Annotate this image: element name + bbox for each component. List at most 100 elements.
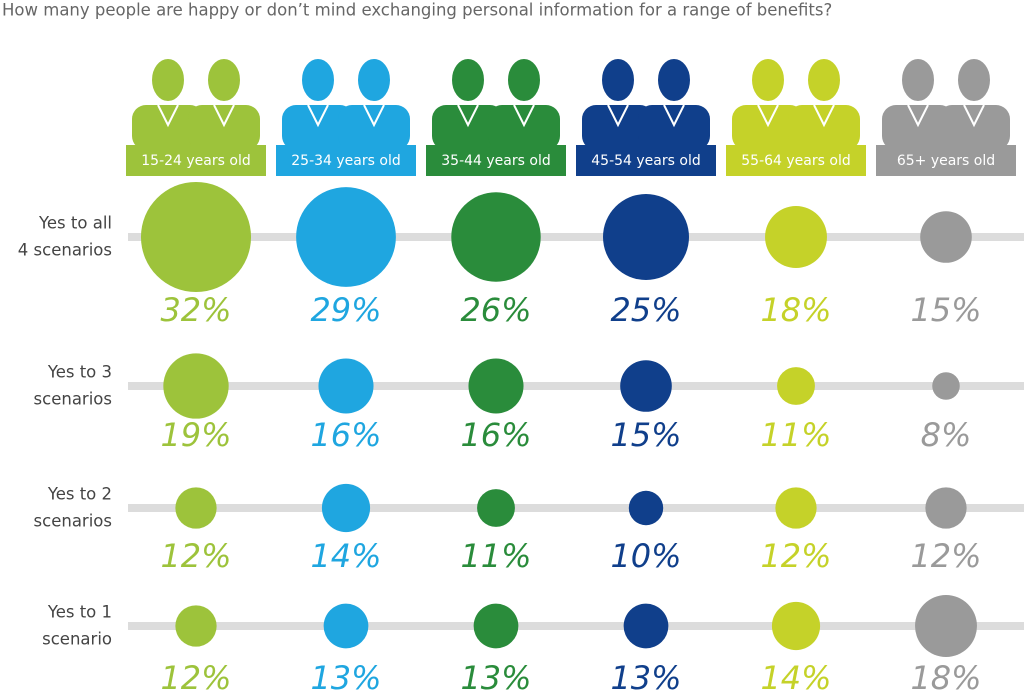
bubble (175, 487, 217, 529)
age-group-header: 15-24 years old (126, 57, 266, 176)
figure-head (806, 57, 842, 103)
header-bar (276, 145, 416, 176)
figure-body (732, 105, 804, 150)
bubble (775, 487, 817, 529)
figure-head (750, 57, 786, 103)
value-label: 12% (910, 537, 981, 575)
figure-body (432, 105, 504, 150)
value-label: 25% (610, 291, 681, 329)
legend-label: 25-34 years old (291, 153, 400, 169)
value-label: 26% (460, 291, 531, 329)
bubble (451, 192, 541, 282)
bubble (163, 353, 229, 419)
value-label: 14% (760, 659, 831, 696)
value-label: 12% (160, 537, 231, 575)
row-label: Yes to 2 (47, 485, 112, 504)
bubble (932, 372, 960, 400)
row-label: 4 scenarios (18, 241, 112, 260)
value-label: 18% (910, 659, 981, 696)
row-label: scenarios (34, 390, 112, 409)
figure-collar (457, 104, 479, 128)
value-label: 10% (610, 537, 681, 575)
figure-collar (213, 104, 235, 128)
figure-head (300, 57, 336, 103)
legend-label: 45-54 years old (591, 153, 700, 169)
value-label: 12% (760, 537, 831, 575)
header-bar (126, 145, 266, 176)
figure-body (938, 105, 1010, 150)
age-group-header: 45-54 years old (576, 57, 716, 176)
value-label: 12% (160, 659, 231, 696)
figure-head (150, 57, 186, 103)
header-bar (576, 145, 716, 176)
bubble (765, 206, 827, 268)
legend-label: 55-64 years old (741, 153, 850, 169)
value-label: 16% (310, 416, 381, 454)
value-label: 16% (460, 416, 531, 454)
legend-label: 65+ years old (897, 153, 995, 169)
figure-body (638, 105, 710, 150)
figure-collar (813, 104, 835, 128)
figure-head (450, 57, 486, 103)
header-bar (726, 145, 866, 176)
figure-collar (757, 104, 779, 128)
figure-collar (663, 104, 685, 128)
figure-body (882, 105, 954, 150)
figure-body (188, 105, 260, 150)
figure-body (282, 105, 354, 150)
figure-collar (307, 104, 329, 128)
figure-collar (363, 104, 385, 128)
figure-collar (607, 104, 629, 128)
bubble (925, 487, 967, 529)
bubble (296, 187, 396, 287)
bubble (915, 595, 977, 657)
bubble (140, 181, 252, 293)
figure-head (356, 57, 392, 103)
figure-head (600, 57, 636, 103)
bubble (318, 358, 374, 414)
header-bar (876, 145, 1016, 176)
row-label: scenarios (34, 512, 112, 531)
value-label: 13% (310, 659, 381, 696)
value-label: 32% (160, 291, 231, 329)
figure-collar (963, 104, 985, 128)
bubble (777, 367, 815, 405)
value-label: 18% (760, 291, 831, 329)
value-label: 13% (610, 659, 681, 696)
figure-head (656, 57, 692, 103)
value-label: 15% (610, 416, 681, 454)
bubble (321, 483, 371, 533)
value-label: 19% (160, 416, 231, 454)
value-label: 13% (460, 659, 531, 696)
figure-head (506, 57, 542, 103)
figure-collar (513, 104, 535, 128)
value-label: 11% (760, 416, 831, 454)
figure-body (582, 105, 654, 150)
value-label: 8% (921, 416, 972, 454)
value-label: 11% (460, 537, 531, 575)
figure-body (338, 105, 410, 150)
row-label: Yes to 1 (47, 603, 112, 622)
age-group-header: 25-34 years old (276, 57, 416, 176)
row-label: scenario (42, 630, 112, 649)
bubble (473, 603, 519, 649)
figure-collar (157, 104, 179, 128)
figure-body (788, 105, 860, 150)
bubble (477, 489, 515, 527)
figure-collar (907, 104, 929, 128)
age-group-header: 55-64 years old (726, 57, 866, 176)
chart-title: How many people are happy or don’t mind … (2, 1, 832, 20)
figure-head (206, 57, 242, 103)
row-label: Yes to 3 (47, 363, 112, 382)
figure-head (900, 57, 936, 103)
legend-label: 15-24 years old (141, 153, 250, 169)
bubble (175, 605, 217, 647)
value-label: 15% (910, 291, 981, 329)
legend-label: 35-44 years old (441, 153, 550, 169)
bubble (623, 603, 669, 649)
bubble (771, 601, 821, 651)
header-bar (426, 145, 566, 176)
figure-body (488, 105, 560, 150)
age-group-header: 65+ years old (876, 57, 1016, 176)
